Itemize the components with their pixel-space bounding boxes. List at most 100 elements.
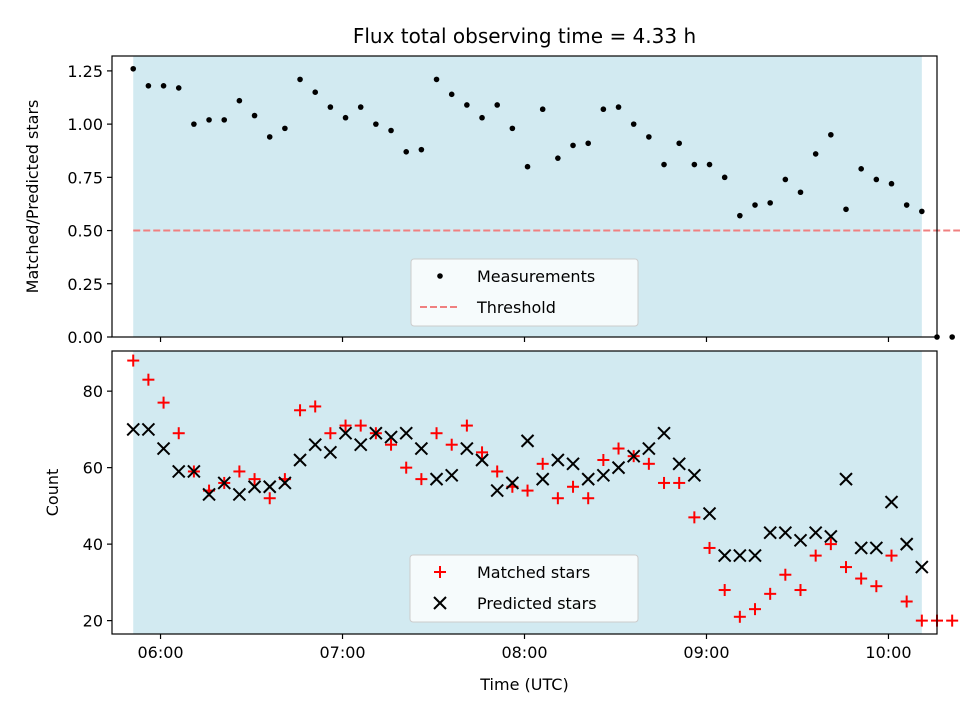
data-point (567, 480, 580, 493)
data-point (566, 457, 580, 471)
data-point (127, 354, 140, 367)
data-point (460, 419, 473, 432)
data-point (156, 441, 171, 456)
x-stroke-b (141, 422, 156, 437)
data-point (611, 460, 626, 475)
count-y-tick-label: 20 (83, 612, 103, 631)
chart-title: Flux total observing time = 4.33 h (353, 24, 696, 48)
data-point (263, 492, 276, 505)
data-point (672, 457, 686, 471)
x-stroke-b (657, 426, 671, 440)
data-point (385, 438, 398, 451)
data-point (843, 206, 849, 213)
data-point (888, 180, 895, 187)
data-point (217, 476, 231, 490)
x-stroke-b (748, 548, 762, 563)
data-point (475, 453, 489, 467)
data-point (673, 476, 686, 489)
data-point (626, 449, 641, 463)
data-point (293, 453, 307, 467)
data-point (551, 453, 565, 467)
data-point (873, 176, 880, 183)
data-point (779, 568, 792, 581)
x-stroke-b (702, 506, 717, 521)
legend-matched-marker (434, 566, 446, 578)
x-stroke-b (293, 453, 307, 467)
data-point (157, 396, 170, 409)
x-stroke-b (444, 468, 459, 482)
data-point (388, 127, 394, 134)
x-stroke-b (323, 445, 338, 460)
data-point (126, 422, 140, 437)
legend-matched-label: Matched stars (477, 563, 590, 582)
data-point (414, 441, 429, 456)
ratio-y-tick-label: 1.00 (67, 115, 103, 134)
x-stroke-b (687, 468, 702, 482)
x-stroke-b (581, 472, 595, 486)
data-point (369, 426, 383, 440)
x-stroke-b (520, 434, 535, 448)
count-legend: Matched stars Predicted stars (409, 554, 639, 623)
count-x-tick-label: 06:00 (137, 643, 183, 662)
x-stroke-b (717, 548, 732, 563)
ratio-y-axis-label: Matched/Predicted stars (23, 100, 42, 294)
x-stroke-b (915, 560, 929, 574)
data-point (721, 174, 728, 181)
count-x-tick-label: 09:00 (683, 643, 729, 662)
data-point (429, 472, 444, 486)
data-point (630, 121, 637, 127)
ratio-legend: Measurements Threshold (410, 258, 639, 327)
data-point (782, 176, 789, 183)
data-point (342, 114, 349, 121)
ratio-panel: Flux total observing time = 4.33 h 0.00 0… (23, 24, 960, 347)
data-point (824, 529, 838, 544)
x-stroke-b (839, 472, 853, 486)
data-point (175, 85, 182, 91)
data-point (585, 140, 591, 147)
count-y-tick-label: 80 (83, 382, 103, 401)
data-point (763, 525, 777, 540)
x-stroke-b (733, 548, 747, 563)
data-point (448, 91, 455, 98)
data-point (612, 442, 625, 455)
data-point (248, 473, 261, 486)
data-point (221, 117, 228, 123)
x-stroke-b (551, 453, 565, 467)
ratio-series-1 (130, 65, 955, 340)
x-axis-label: Time (UTC) (479, 675, 568, 694)
data-point (130, 65, 137, 72)
data-point (808, 525, 823, 540)
x-stroke-b (338, 426, 353, 440)
x-stroke-b (596, 468, 611, 482)
data-point (191, 121, 197, 127)
x-stroke-b (869, 541, 884, 555)
data-point (490, 483, 504, 498)
legend-measurements-marker (437, 273, 443, 279)
count-y-axis-label: Count (43, 469, 62, 517)
data-point (600, 106, 607, 113)
data-point (778, 525, 793, 540)
x-stroke-b (217, 476, 231, 490)
data-point (312, 89, 319, 95)
ratio-legend-box (410, 258, 639, 327)
data-point (767, 200, 773, 206)
data-point (233, 465, 246, 478)
data-point (324, 427, 337, 440)
x-stroke-b (535, 472, 550, 486)
data-point (855, 572, 868, 585)
data-point (764, 587, 777, 600)
data-point (884, 495, 899, 509)
data-point (535, 472, 550, 486)
legend-predicted-label: Predicted stars (477, 594, 597, 613)
data-point (308, 437, 322, 452)
data-point (688, 511, 701, 524)
data-point (899, 537, 914, 551)
x-stroke-b (369, 426, 383, 440)
data-point (946, 614, 959, 627)
data-point (202, 487, 216, 502)
data-point (733, 610, 746, 623)
data-point (703, 541, 716, 554)
data-point (263, 480, 277, 494)
data-point (676, 140, 682, 147)
